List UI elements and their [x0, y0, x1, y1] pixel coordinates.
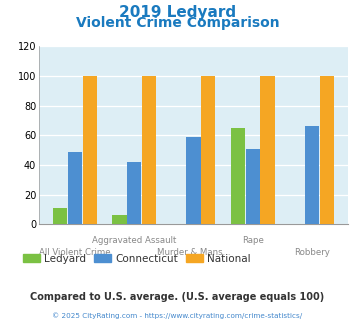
Bar [261, 76, 275, 224]
Bar [112, 215, 126, 224]
Text: Murder & Mans...: Murder & Mans... [157, 248, 230, 257]
Text: Aggravated Assault: Aggravated Assault [92, 236, 176, 245]
Bar [231, 128, 245, 224]
Legend: Ledyard, Connecticut, National: Ledyard, Connecticut, National [23, 254, 251, 264]
Text: Rape: Rape [242, 236, 264, 245]
Bar [53, 208, 67, 224]
Bar [127, 162, 141, 224]
Text: © 2025 CityRating.com - https://www.cityrating.com/crime-statistics/: © 2025 CityRating.com - https://www.city… [53, 312, 302, 318]
Bar [142, 76, 156, 224]
Bar [320, 76, 334, 224]
Text: 2019 Ledyard: 2019 Ledyard [119, 5, 236, 20]
Text: Violent Crime Comparison: Violent Crime Comparison [76, 16, 279, 30]
Text: All Violent Crime: All Violent Crime [39, 248, 111, 257]
Bar [201, 76, 215, 224]
Text: Robbery: Robbery [294, 248, 330, 257]
Bar [83, 76, 97, 224]
Bar [246, 148, 260, 224]
Bar [68, 152, 82, 224]
Text: Compared to U.S. average. (U.S. average equals 100): Compared to U.S. average. (U.S. average … [31, 292, 324, 302]
Bar [186, 137, 201, 224]
Bar [305, 126, 319, 224]
